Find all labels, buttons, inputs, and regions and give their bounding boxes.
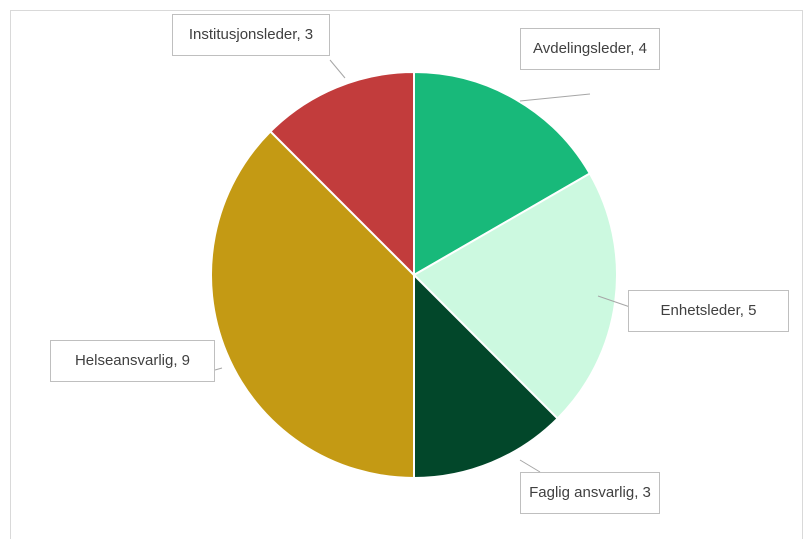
label-value: , 5 xyxy=(739,302,757,319)
leader-line xyxy=(519,93,591,102)
pie-slice xyxy=(210,130,415,480)
label-value: , 3 xyxy=(296,26,314,43)
label-value: , 3 xyxy=(634,484,651,501)
data-label: Institusjonsleder, 3 xyxy=(172,14,330,56)
leader-line xyxy=(329,59,346,79)
leader-line xyxy=(597,295,631,308)
chart-frame xyxy=(10,10,803,539)
data-label: Enhetsleder, 5 xyxy=(628,290,789,332)
label-value: , 4 xyxy=(630,40,647,57)
label-value: , 9 xyxy=(173,352,191,369)
label-category: Institusjonsleder xyxy=(188,26,297,43)
leader-line xyxy=(214,367,223,371)
label-category: Avdelingsleder xyxy=(533,40,631,57)
pie-slice xyxy=(269,70,415,278)
data-label: Helseansvarlig, 9 xyxy=(50,340,215,382)
data-label: Avdelingsleder, 4 xyxy=(520,28,660,70)
pie-slice xyxy=(413,70,592,277)
label-category: Helseansvarlig xyxy=(74,352,174,369)
data-label: Faglig ansvarlig, 3 xyxy=(520,472,660,514)
label-category: Faglig ansvarlig xyxy=(529,484,635,501)
leader-lines xyxy=(214,59,631,473)
leader-line xyxy=(519,459,541,473)
pie-slice xyxy=(413,272,559,480)
label-category: Enhetsleder xyxy=(660,302,740,319)
